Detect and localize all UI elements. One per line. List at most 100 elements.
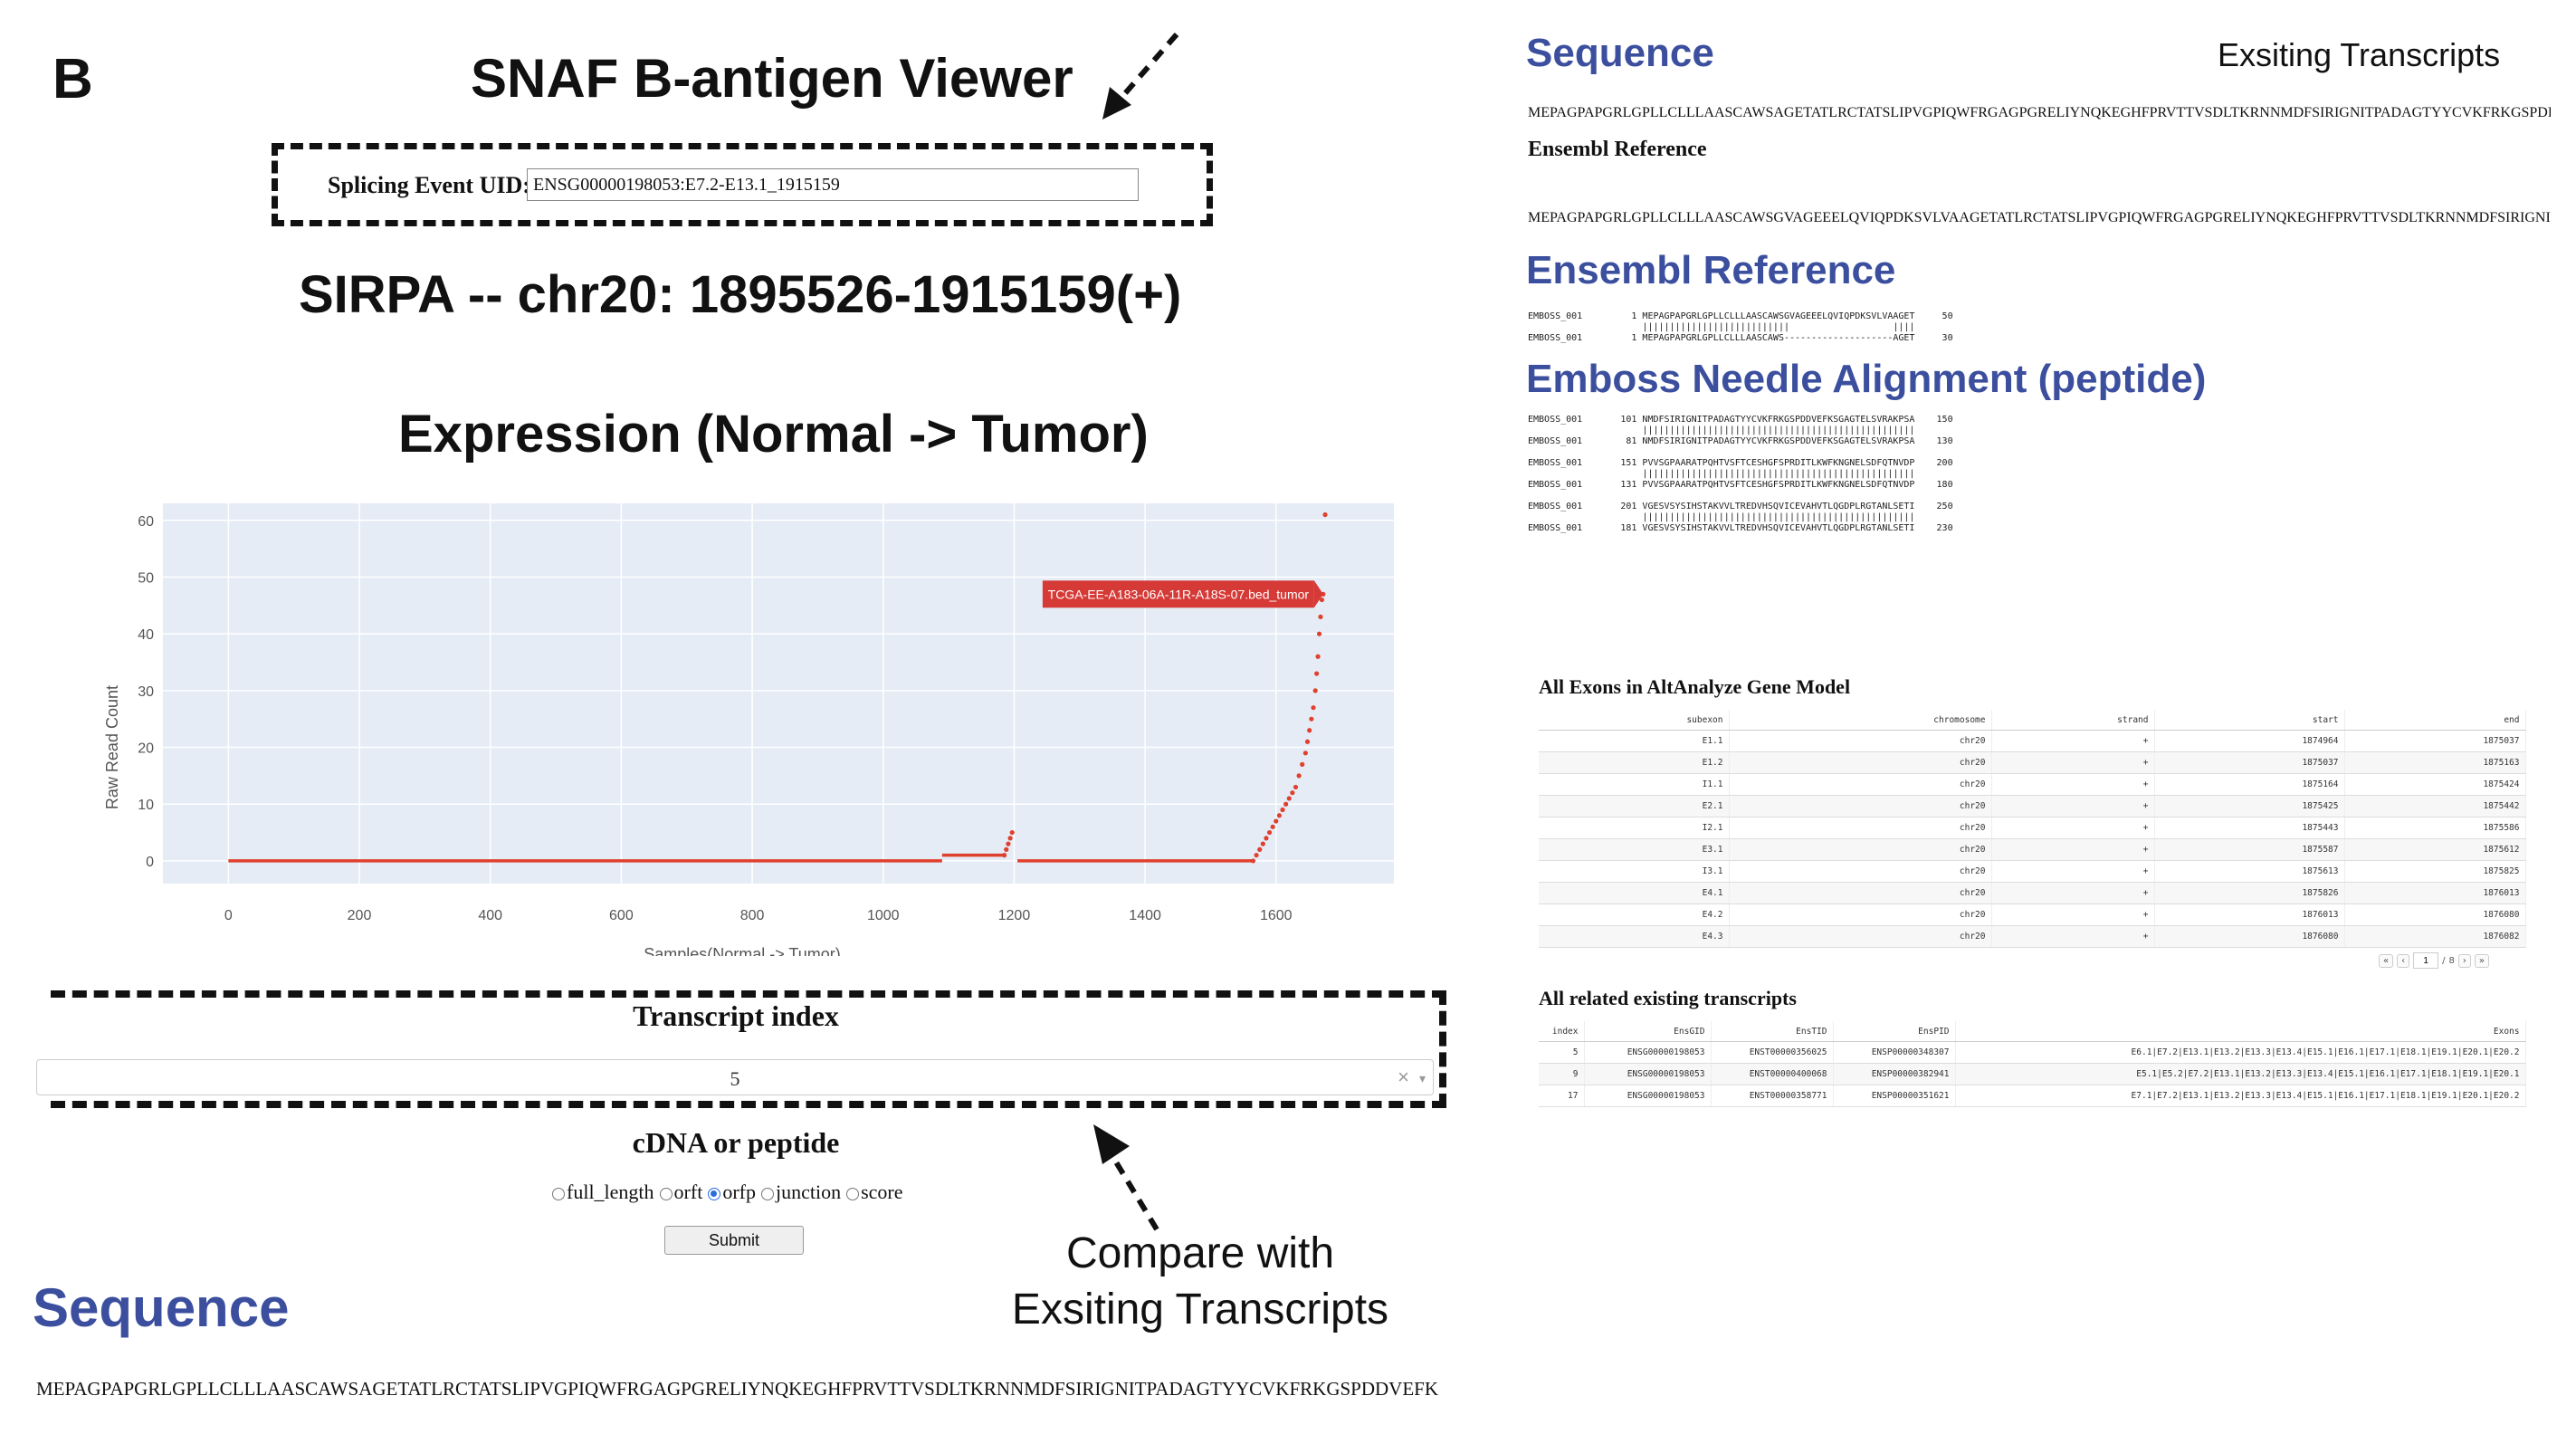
data-point — [1307, 728, 1312, 733]
transcripts-table-title: All related existing transcripts — [1539, 987, 1797, 1009]
y-axis-label: Raw Read Count — [103, 685, 121, 809]
radio-orfp[interactable]: orfp — [708, 1181, 756, 1204]
exons-header-start[interactable]: start — [2154, 710, 2345, 731]
radio-circle-icon[interactable] — [760, 1187, 774, 1200]
table-cell: I2.1 — [1539, 817, 1730, 839]
data-point — [1304, 739, 1311, 744]
dashed-arrow-transcript-icon — [1093, 1124, 1159, 1231]
radio-checked-icon[interactable] — [708, 1187, 721, 1200]
radio-label: score — [861, 1181, 903, 1203]
table-cell: chr20 — [1729, 882, 1992, 904]
table-cell: ENST00000400068 — [1711, 1063, 1834, 1085]
radio-circle-icon[interactable] — [552, 1187, 565, 1200]
transcripts-header-enstid[interactable]: EnsTID — [1711, 1021, 1834, 1042]
chevron-down-icon[interactable]: ▾ — [1418, 1071, 1426, 1085]
data-point — [1300, 761, 1305, 767]
table-cell: 1875164 — [2154, 773, 2345, 796]
transcripts-table: index EnsGID EnsTID EnsPID Exons 5 ENSG000001… — [1539, 1021, 2526, 1107]
data-point — [1314, 671, 1320, 676]
table-cell: ENSP00000382941 — [1833, 1063, 1956, 1085]
uid-input[interactable] — [527, 168, 1139, 201]
transcripts-header-index[interactable]: index — [1539, 1021, 1585, 1042]
next-page-button[interactable]: › — [2457, 953, 2471, 968]
table-cell: + — [1991, 903, 2155, 926]
cdna-or-peptide-label: cDNA or peptide — [632, 1126, 840, 1159]
table-cell: chr20 — [1729, 817, 1992, 839]
radio-circle-icon[interactable] — [846, 1187, 860, 1200]
data-point — [1319, 597, 1325, 603]
data-point — [1280, 807, 1285, 813]
table-cell: 1875425 — [2154, 795, 2345, 817]
data-point — [1276, 813, 1283, 818]
table-cell: E7.1|E7.2|E13.1|E13.2|E13.3|E13.4|E15.1|… — [1955, 1085, 2526, 1107]
table-cell: ENSG00000198053 — [1584, 1085, 1712, 1107]
transcripts-header-ensgid[interactable]: EnsGID — [1584, 1021, 1712, 1042]
ensembl-reference-heading: Ensembl Reference — [1526, 248, 1896, 292]
table-cell: 1874964 — [2154, 730, 2345, 752]
y-tick-label: 60 — [138, 514, 154, 530]
radio-junction[interactable]: junction — [760, 1181, 841, 1204]
right-sequence-text: MEPAGPAPGRLGPLLCLLLAASCAWSAGETATLRCTATSL… — [1528, 105, 2551, 120]
data-point — [1007, 836, 1013, 841]
transcript-index-select[interactable]: 5 × ▾ — [36, 1059, 1434, 1095]
data-point — [1286, 796, 1292, 801]
exons-header-end[interactable]: end — [2344, 710, 2526, 731]
last-page-button[interactable]: » — [2474, 953, 2489, 968]
table-cell: 9 — [1539, 1063, 1585, 1085]
data-point — [1257, 846, 1263, 852]
radio-circle-icon[interactable] — [659, 1187, 673, 1200]
prev-page-button[interactable]: ‹ — [2397, 953, 2410, 968]
radio-orft[interactable]: orft — [659, 1181, 702, 1204]
table-cell: chr20 — [1729, 751, 1992, 774]
table-cell: ENSP00000348307 — [1833, 1041, 1956, 1064]
table-cell: + — [1991, 730, 2155, 752]
transcripts-header-exons[interactable]: Exons — [1955, 1021, 2526, 1042]
table-cell: 5 — [1539, 1041, 1585, 1064]
transcript-highlight-box — [51, 990, 1446, 1108]
table-cell: chr20 — [1729, 730, 1992, 752]
data-point — [1004, 846, 1009, 852]
exons-header-subexon[interactable]: subexon — [1539, 710, 1730, 731]
table-cell: + — [1991, 773, 2155, 796]
table-row: E4.1 chr20 +1875826 1876013 — [1539, 882, 2526, 904]
data-point — [1283, 801, 1289, 807]
expression-chart[interactable]: 0 200 400 600 800 1000 1200 1400 1600 0 10 20 30 40 50… — [91, 503, 1394, 956]
table-row: E4.3 chr20 +1876080 1876082 — [1539, 925, 2526, 948]
viewer-title: SNAF B-antigen Viewer — [471, 48, 1073, 109]
data-point — [1250, 858, 1256, 864]
table-cell: E4.2 — [1539, 903, 1730, 926]
page-number-input[interactable] — [2413, 952, 2439, 969]
clear-icon[interactable]: × — [1398, 1066, 1409, 1088]
transcripts-header-enspid[interactable]: EnsPID — [1833, 1021, 1956, 1042]
table-cell: + — [1991, 838, 2155, 861]
exons-header-chromosome[interactable]: chromosome — [1729, 710, 1992, 731]
radio-full-length[interactable]: full_length — [552, 1181, 654, 1204]
data-point — [1318, 614, 1323, 619]
table-cell: 1876082 — [2344, 925, 2526, 948]
radio-score[interactable]: score — [846, 1181, 903, 1204]
hover-tooltip-pointer — [1313, 580, 1323, 608]
sequence-heading: Sequence — [33, 1277, 290, 1338]
first-page-button[interactable]: « — [2379, 953, 2394, 968]
table-row: I2.1 chr20 +1875443 1875586 — [1539, 817, 2526, 839]
page-separator: / — [2442, 955, 2446, 966]
exons-header-strand[interactable]: strand — [1991, 710, 2155, 731]
table-cell: chr20 — [1729, 773, 1992, 796]
plot-background — [163, 503, 1394, 884]
table-cell: 1875424 — [2344, 773, 2526, 796]
data-point — [1309, 716, 1314, 722]
table-cell: E4.3 — [1539, 925, 1730, 948]
table-row: 9 ENSG00000198053 ENST00000400068 ENSP00000… — [1539, 1063, 2526, 1085]
x-tick-label: 400 — [478, 908, 502, 923]
y-tick-label: 20 — [138, 741, 154, 757]
table-cell: E4.1 — [1539, 882, 1730, 904]
data-point — [1302, 750, 1308, 756]
data-point — [1311, 705, 1316, 711]
submit-button[interactable]: Submit — [664, 1226, 804, 1255]
table-cell: E3.1 — [1539, 838, 1730, 861]
x-tick-label: 200 — [348, 908, 372, 923]
compare-annotation: Compare with Exsiting Transcripts — [983, 1226, 1417, 1338]
table-row: E4.2 chr20 +1876013 1876080 — [1539, 903, 2526, 926]
transcript-index-value: 5 — [730, 1067, 740, 1090]
x-tick-label: 1000 — [867, 908, 900, 923]
